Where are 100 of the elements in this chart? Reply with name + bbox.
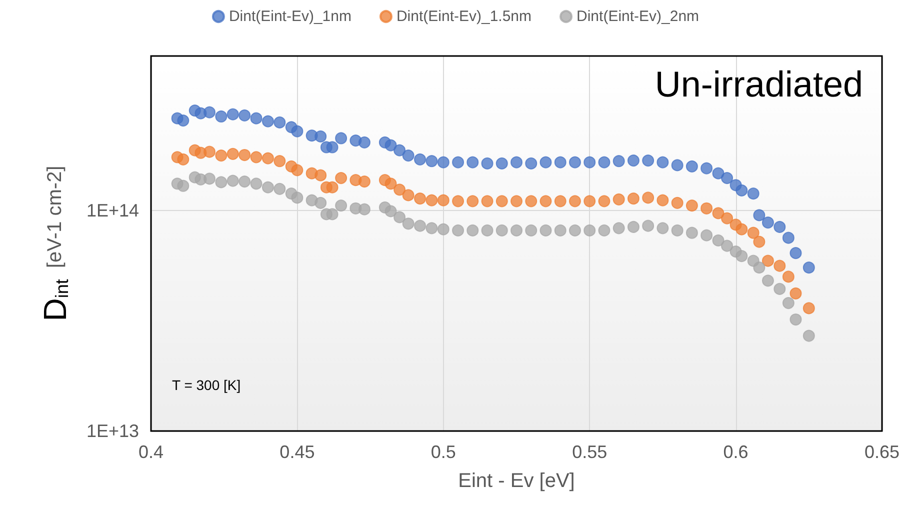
point — [274, 155, 286, 168]
point — [712, 234, 724, 246]
point — [700, 162, 713, 174]
point — [568, 195, 581, 208]
point — [414, 220, 426, 232]
x-tick-label: 0.65 — [864, 442, 900, 462]
annotation: Un-irradiated — [654, 64, 864, 104]
point — [262, 115, 274, 128]
point — [274, 116, 286, 128]
point — [203, 146, 216, 158]
point — [753, 209, 766, 222]
point — [452, 156, 464, 168]
point — [736, 223, 748, 236]
point — [510, 156, 522, 168]
x-axis-title: Eint - Ev [eV] — [458, 470, 575, 492]
y-axis-title: Dint [eV-1 cm-2] — [37, 166, 73, 322]
point — [402, 150, 414, 162]
point — [554, 156, 566, 168]
x-tick-label: 0.5 — [430, 442, 456, 462]
x-tick-label: 0.6 — [723, 442, 748, 462]
x-tick-label: 0.4 — [138, 442, 164, 462]
point — [452, 224, 464, 236]
point — [642, 220, 654, 232]
point — [736, 250, 748, 262]
point — [226, 108, 239, 120]
point — [466, 156, 479, 168]
point — [656, 222, 669, 234]
point — [358, 136, 370, 148]
point — [584, 224, 596, 236]
point — [250, 151, 262, 164]
point — [686, 200, 698, 212]
point — [627, 154, 640, 167]
point — [238, 149, 251, 161]
point — [426, 222, 438, 234]
point — [215, 110, 228, 122]
point — [394, 211, 406, 224]
point — [721, 212, 734, 224]
point — [612, 193, 625, 206]
point — [326, 141, 338, 154]
point — [481, 195, 494, 208]
point — [326, 181, 338, 194]
point — [215, 176, 228, 188]
point — [335, 132, 348, 144]
point — [314, 196, 327, 209]
point — [203, 172, 216, 185]
point — [700, 229, 713, 242]
point — [736, 184, 748, 196]
point — [177, 114, 190, 127]
point — [584, 156, 596, 168]
point — [250, 112, 262, 124]
point — [525, 224, 538, 236]
legend-label: Dint(Eint-Ev)_2nm — [576, 8, 700, 25]
point — [540, 156, 552, 168]
point — [394, 184, 406, 196]
point — [414, 192, 426, 205]
point — [384, 205, 397, 218]
point — [177, 180, 190, 192]
point — [326, 208, 338, 220]
point — [790, 314, 802, 326]
point — [177, 153, 190, 166]
point — [496, 157, 508, 170]
point — [598, 156, 610, 168]
point — [671, 159, 684, 172]
point — [598, 224, 610, 236]
point — [568, 156, 581, 168]
point — [802, 262, 815, 274]
point — [753, 262, 766, 274]
legend-label: Dint(Eint-Ev)_1nm — [228, 8, 352, 25]
point — [215, 150, 228, 162]
point — [510, 224, 522, 236]
point — [747, 226, 760, 239]
point — [568, 224, 581, 236]
point — [700, 202, 713, 214]
point — [481, 157, 494, 170]
point — [712, 167, 724, 180]
point — [598, 195, 610, 208]
point — [226, 174, 239, 187]
y-tick-label: 1E+14 — [86, 200, 139, 220]
point — [753, 236, 766, 248]
point — [712, 207, 724, 220]
y-tick-label: 1E+13 — [86, 421, 139, 441]
point — [496, 224, 508, 236]
point — [437, 223, 450, 236]
point — [774, 282, 786, 295]
point — [790, 287, 802, 300]
point — [762, 216, 774, 229]
point — [540, 224, 552, 236]
point — [540, 195, 552, 208]
point — [291, 192, 304, 204]
point — [790, 247, 802, 260]
point — [762, 254, 774, 267]
point — [481, 224, 494, 236]
point — [510, 195, 522, 208]
point — [394, 144, 406, 156]
point — [384, 139, 397, 152]
point — [782, 232, 794, 244]
point — [274, 182, 286, 195]
point — [627, 220, 640, 233]
point — [554, 195, 566, 208]
point — [426, 155, 438, 168]
